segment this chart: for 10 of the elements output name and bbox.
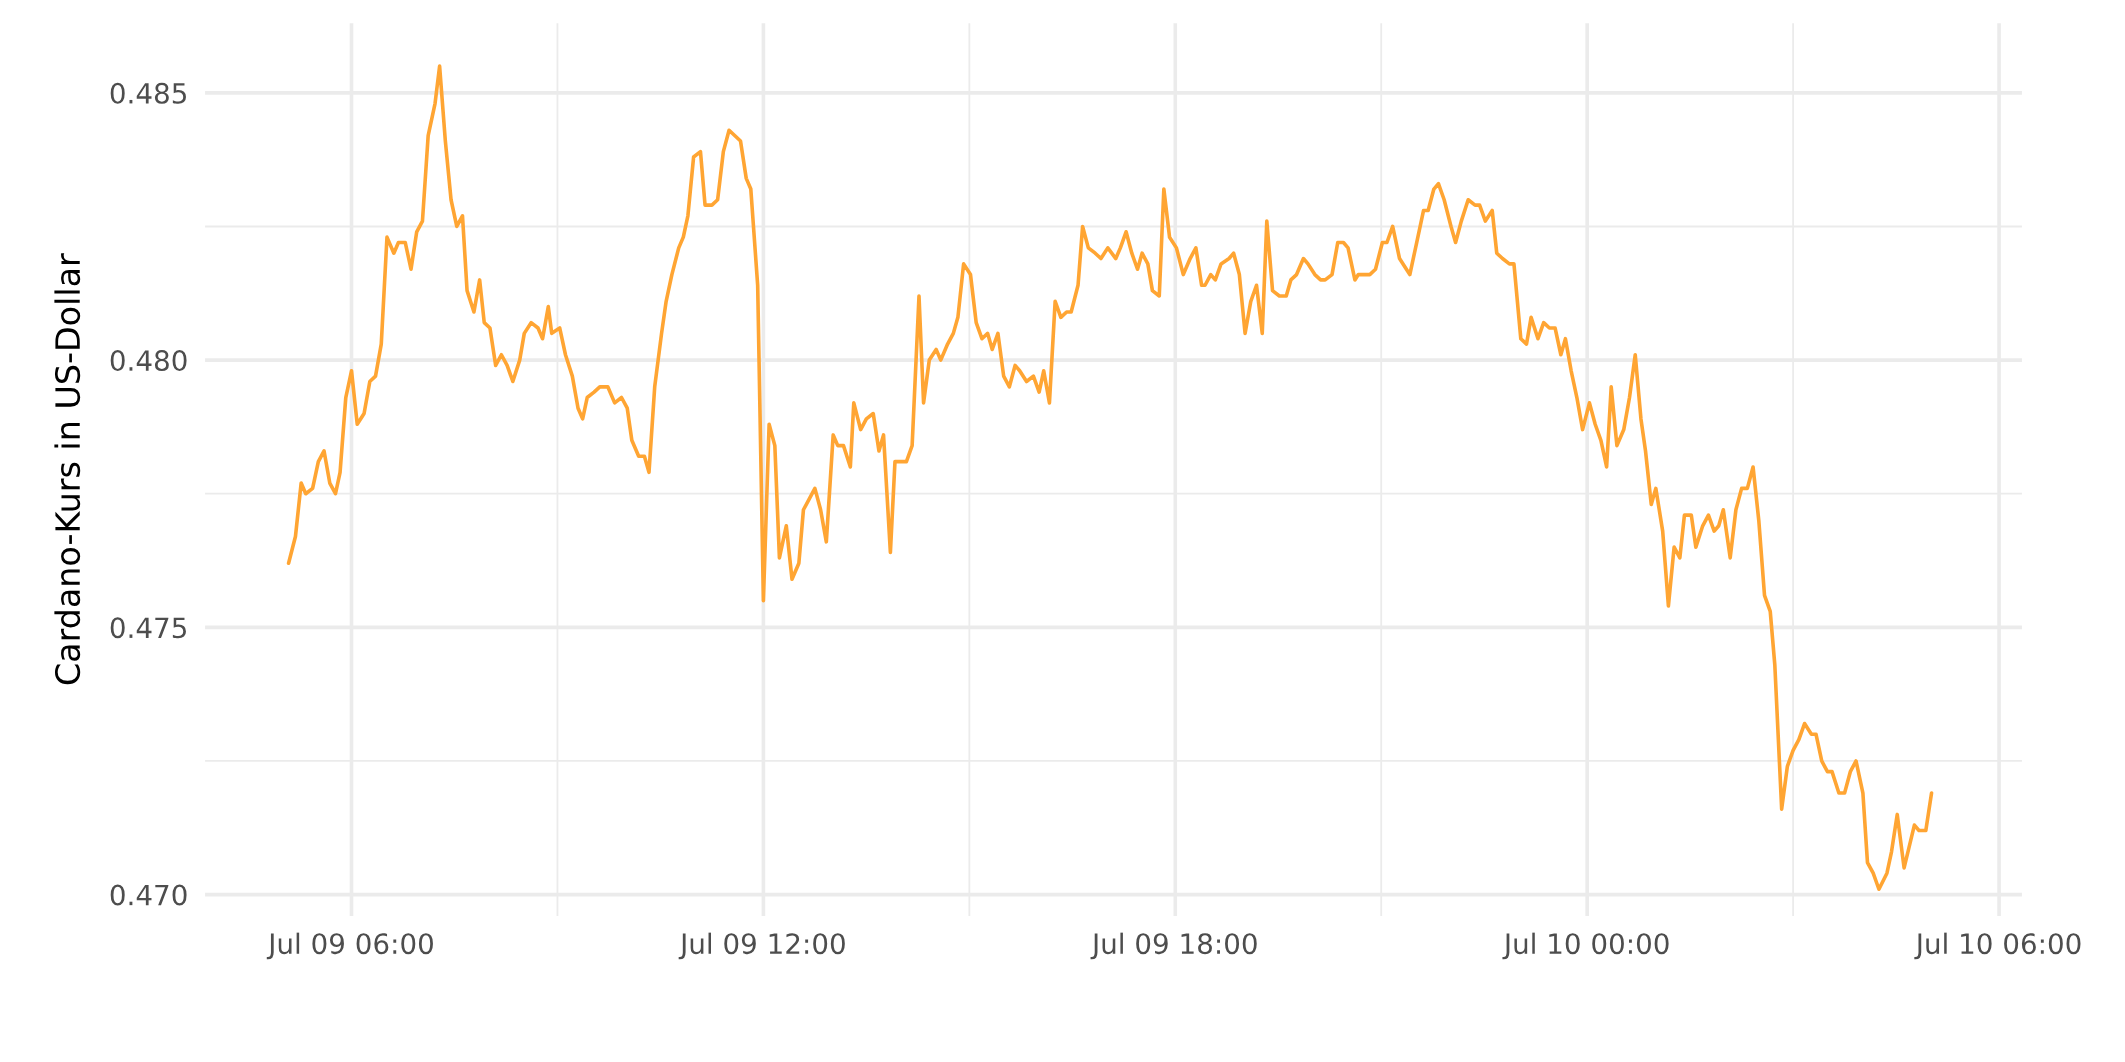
x-tick-label: Jul 09 12:00 <box>678 932 845 960</box>
y-tick-label: 0.480 <box>110 350 187 372</box>
y-axis-title: Cardano-Kurs in US-Dollar <box>54 253 81 685</box>
y-tick-label: 0.470 <box>110 884 187 906</box>
x-tick-label: Jul 10 06:00 <box>1914 932 2081 960</box>
x-tick-label: Jul 10 00:00 <box>1502 932 1669 960</box>
x-tick-label: Jul 09 18:00 <box>1090 932 1257 960</box>
y-tick-label: 0.485 <box>110 82 186 104</box>
y-tick-label: 0.475 <box>110 617 186 639</box>
x-tick-label: Jul 09 06:00 <box>266 932 433 960</box>
